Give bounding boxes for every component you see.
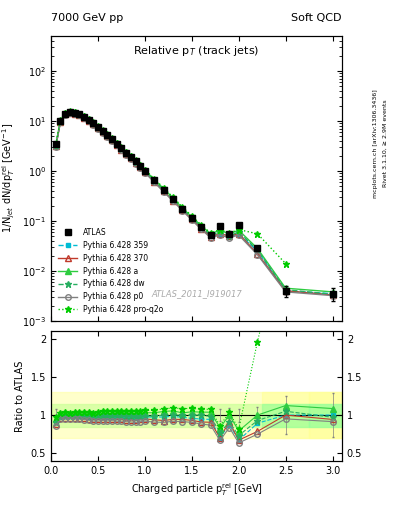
Bar <box>262 392 309 438</box>
Bar <box>309 403 342 426</box>
Bar <box>51 392 342 438</box>
Y-axis label: 1/N$_{jet}$ dN/dp$_{T}^{\rm rel}$ [GeV$^{-1}$]: 1/N$_{jet}$ dN/dp$_{T}^{\rm rel}$ [GeV$^… <box>0 123 17 233</box>
Y-axis label: Ratio to ATLAS: Ratio to ATLAS <box>15 360 25 432</box>
Bar <box>262 403 309 426</box>
X-axis label: Charged particle p$_{T}^{\rm rel}$ [GeV]: Charged particle p$_{T}^{\rm rel}$ [GeV] <box>130 481 263 498</box>
Legend: ATLAS, Pythia 6.428 359, Pythia 6.428 370, Pythia 6.428 a, Pythia 6.428 dw, Pyth: ATLAS, Pythia 6.428 359, Pythia 6.428 37… <box>55 225 167 317</box>
Text: ATLAS_2011_I919017: ATLAS_2011_I919017 <box>151 289 242 298</box>
Text: Relative p$_{T}$ (track jets): Relative p$_{T}$ (track jets) <box>133 45 260 58</box>
Text: mcplots.cern.ch [arXiv:1306.3436]: mcplots.cern.ch [arXiv:1306.3436] <box>373 89 378 198</box>
Text: 7000 GeV pp: 7000 GeV pp <box>51 13 123 23</box>
Bar <box>309 392 342 438</box>
Text: Soft QCD: Soft QCD <box>292 13 342 23</box>
Bar <box>51 403 342 426</box>
Text: Rivet 3.1.10, ≥ 2.9M events: Rivet 3.1.10, ≥ 2.9M events <box>383 99 387 187</box>
